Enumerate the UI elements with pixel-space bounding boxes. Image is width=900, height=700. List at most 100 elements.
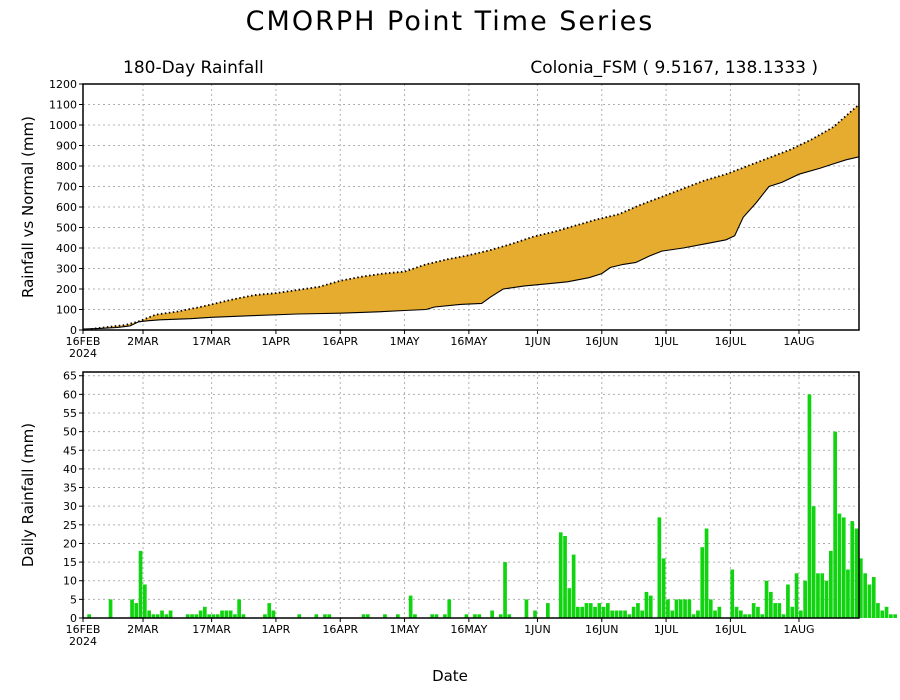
daily-rainfall-bar: [606, 603, 610, 618]
top-xtick-label: 1JUN: [524, 335, 551, 348]
series-line-normal: [82, 103, 860, 331]
daily-rainfall-bar: [524, 599, 529, 618]
series-line-actual: [82, 156, 860, 330]
bot-xtick-label: 16MAY: [450, 623, 487, 636]
daily-rainfall-bar: [799, 610, 803, 618]
daily-rainfall-bar: [383, 614, 387, 618]
bot-ytick-label: 10: [63, 575, 77, 588]
daily-rainfall-bar: [683, 599, 687, 618]
daily-rainfall-bar: [194, 614, 199, 618]
top-subtitle-left: 180-Day Rainfall: [123, 58, 264, 78]
daily-rainfall-bar: [661, 558, 666, 618]
daily-rainfall-bar: [734, 606, 739, 618]
daily-rainfall-bar: [233, 614, 237, 618]
daily-rainfall-bar: [498, 614, 503, 618]
daily-rainfall-bar: [434, 614, 439, 618]
daily-rainfall-bar: [751, 603, 756, 618]
daily-rainfall-bar: [597, 603, 602, 618]
daily-rainfall-bar: [889, 614, 893, 618]
bot-ytick-label: 15: [63, 556, 77, 569]
bot-ytick-label: 0: [70, 612, 77, 625]
daily-rainfall-bar: [87, 614, 91, 618]
top-ytick-label: 500: [56, 222, 77, 235]
daily-rainfall-bar: [601, 606, 606, 618]
bot-ytick-label: 55: [63, 407, 77, 420]
bot-xtick-label: 2MAR: [127, 623, 159, 636]
daily-rainfall-bar: [803, 580, 807, 618]
daily-rainfall-bar: [696, 610, 700, 618]
daily-rainfall-bar: [361, 614, 366, 618]
daily-rainfall-bar: [143, 584, 147, 618]
daily-rainfall-bar: [571, 554, 576, 618]
bot-xtick-label: 16JUL: [715, 623, 747, 636]
daily-rainfall-bar: [576, 606, 580, 618]
top-series-lines: [82, 103, 860, 331]
daily-rainfall-bar: [829, 550, 833, 618]
daily-rainfall-bar: [820, 573, 825, 618]
bot-ytick-label: 5: [70, 593, 77, 606]
daily-rainfall-bar: [533, 610, 537, 618]
top-xtick-label: 1MAY: [390, 335, 420, 348]
daily-rainfall-bar: [854, 528, 859, 618]
daily-rainfall-bar: [627, 614, 632, 618]
bot-ytick-label: 30: [63, 500, 77, 513]
daily-rainfall-bar: [777, 603, 782, 618]
bottom-bars: [87, 394, 897, 618]
daily-rainfall-bar: [203, 606, 207, 618]
daily-rainfall-bar: [666, 599, 670, 618]
daily-rainfall-bar: [807, 394, 812, 618]
bot-ytick-label: 20: [63, 537, 77, 550]
daily-rainfall-bar: [584, 603, 589, 618]
daily-rainfall-bar: [743, 614, 747, 618]
daily-rainfall-bar: [824, 580, 829, 618]
daily-rainfall-bar: [811, 506, 816, 618]
top-xtick-label: 1AUG: [783, 335, 814, 348]
daily-rainfall-bar: [760, 614, 765, 618]
daily-rainfall-bar: [794, 573, 799, 618]
daily-rainfall-bar: [430, 614, 434, 618]
daily-rainfall-bar: [657, 517, 662, 618]
bot-ytick-label: 35: [63, 482, 77, 495]
top-xtick-sublabel: 2024: [69, 347, 97, 360]
top-xtick-label: 2MAR: [127, 335, 159, 348]
daily-rainfall-bar: [323, 614, 327, 618]
top-ytick-label: 900: [56, 140, 77, 153]
daily-rainfall-bar: [580, 606, 584, 618]
daily-rainfall-bar: [396, 614, 400, 618]
daily-rainfall-bar: [846, 569, 850, 618]
figure-title: CMORPH Point Time Series: [246, 6, 655, 37]
daily-rainfall-bar: [730, 569, 735, 618]
daily-rainfall-bar: [507, 614, 512, 618]
daily-rainfall-bar: [880, 610, 885, 618]
bottom-y-axis-label: Daily Rainfall (mm): [19, 423, 37, 567]
bot-ytick-label: 60: [63, 388, 77, 401]
daily-rainfall-bar: [297, 614, 302, 618]
daily-rainfall-bar: [614, 610, 619, 618]
top-y-axis-label: Rainfall vs Normal (mm): [19, 116, 37, 298]
daily-rainfall-bar: [884, 606, 889, 618]
daily-rainfall-bar: [567, 588, 572, 618]
daily-rainfall-bar: [164, 614, 169, 618]
top-xtick-label: 16MAY: [450, 335, 487, 348]
daily-rainfall-bar: [366, 614, 370, 618]
daily-rainfall-bar: [648, 595, 653, 618]
daily-rainfall-bar: [618, 610, 623, 618]
daily-rainfall-bar: [447, 599, 452, 618]
daily-rainfall-bar: [691, 614, 696, 618]
top-subtitle-right: Colonia_FSM ( 9.5167, 138.1333 ): [530, 58, 818, 78]
daily-rainfall-bar: [631, 606, 636, 618]
top-ytick-label: 1100: [49, 99, 77, 112]
daily-rainfall-bar: [151, 614, 156, 618]
daily-rainfall-bar: [850, 521, 855, 618]
daily-rainfall-bar: [190, 614, 194, 618]
daily-rainfall-bar: [790, 606, 795, 618]
daily-rainfall-bar: [314, 614, 319, 618]
bottom-grid: [83, 372, 859, 618]
daily-rainfall-bar: [713, 610, 717, 618]
daily-rainfall-bar: [130, 599, 134, 618]
daily-rainfall-bar: [756, 606, 760, 618]
top-xtick-label: 16APR: [322, 335, 358, 348]
daily-rainfall-bar: [546, 603, 550, 618]
daily-rainfall-bar: [867, 584, 872, 618]
bot-xtick-sublabel: 2024: [69, 635, 97, 648]
